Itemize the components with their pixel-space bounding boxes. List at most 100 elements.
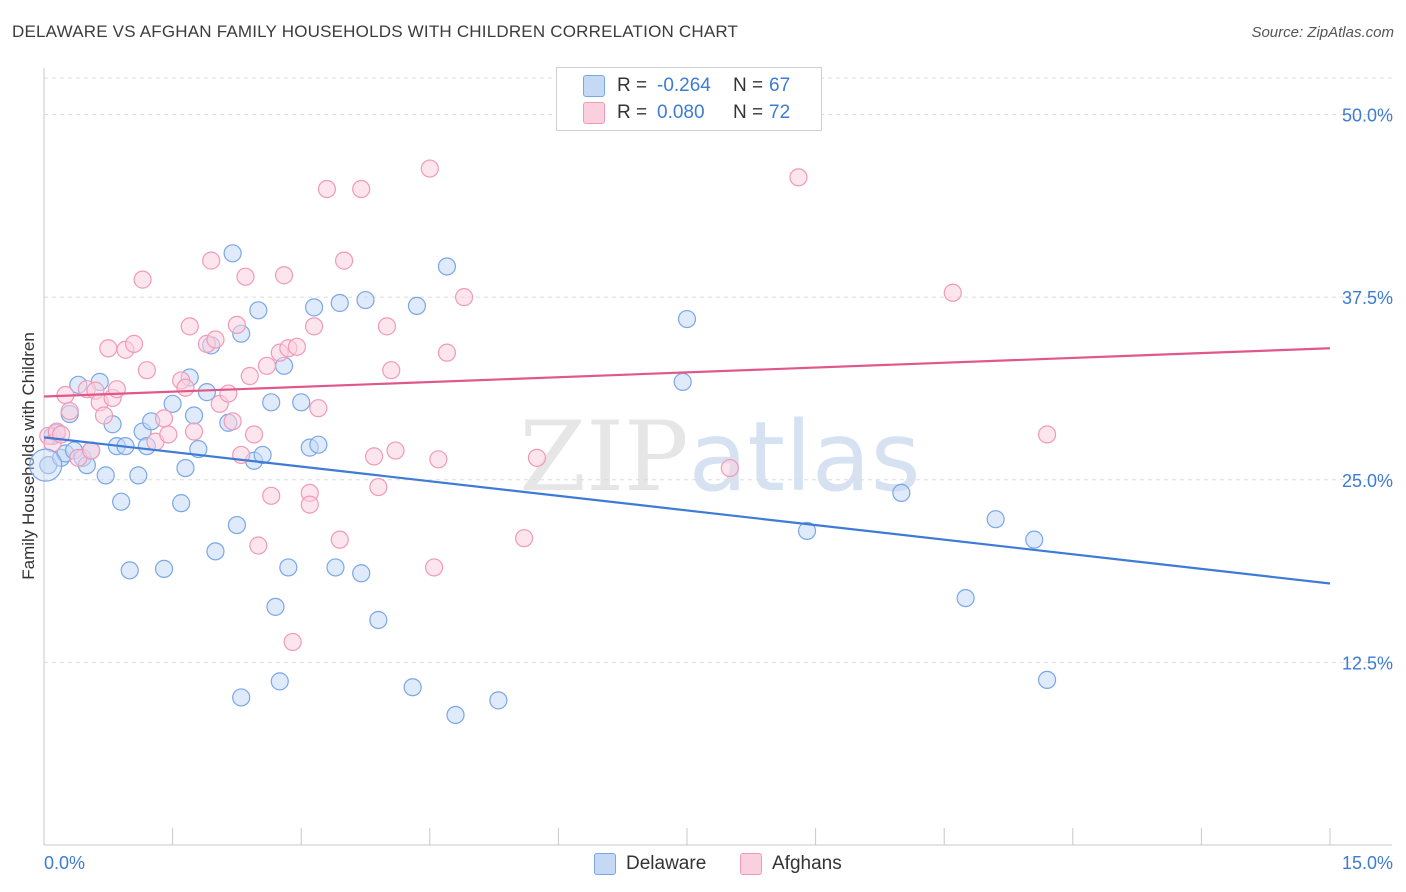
data-point-delaware xyxy=(352,564,371,583)
data-point-afghans xyxy=(330,530,349,549)
chart-source: Source: ZipAtlas.com xyxy=(1251,24,1394,41)
data-point-delaware xyxy=(172,494,191,513)
data-point-delaware xyxy=(326,558,345,577)
data-point-delaware xyxy=(437,257,457,276)
bottom-legend-swatch-afghans xyxy=(740,853,762,875)
data-point-afghans xyxy=(364,447,384,466)
series-delaware xyxy=(39,244,1057,725)
data-point-afghans xyxy=(249,536,268,555)
legend-row-delaware: R = -0.264 N = 67 xyxy=(583,73,845,99)
y-axis-label: Family Households with Children xyxy=(19,332,38,580)
correlation-legend: R = -0.264 N = 67 R = 0.080 N = 72 xyxy=(556,67,822,131)
data-point-delaware xyxy=(223,244,242,263)
data-point-delaware xyxy=(163,394,182,413)
data-point-afghans xyxy=(107,380,126,399)
bottom-legend-afghans: Afghans xyxy=(740,852,842,876)
data-point-delaware xyxy=(184,406,204,425)
data-point-delaware xyxy=(1037,670,1057,690)
data-point-delaware xyxy=(279,558,298,577)
watermark-atlas: atlas xyxy=(689,401,921,513)
legend-n-label: N = xyxy=(733,75,764,96)
data-point-afghans xyxy=(1037,425,1057,444)
data-point-afghans xyxy=(527,448,547,467)
data-point-afghans xyxy=(437,343,457,362)
bottom-legend-delaware: Delaware xyxy=(594,852,706,876)
legend-r-label: R = xyxy=(617,102,648,123)
data-point-afghans xyxy=(137,361,156,380)
x-tick-label-min: 0.0% xyxy=(44,853,85,873)
legend-n-label: N = xyxy=(733,102,764,123)
data-point-delaware xyxy=(232,688,251,707)
data-point-afghans xyxy=(287,337,307,356)
legend-swatch-delaware xyxy=(583,75,605,97)
data-point-delaware xyxy=(673,372,692,391)
data-point-afghans xyxy=(82,441,101,460)
data-point-delaware xyxy=(403,678,422,697)
data-point-afghans xyxy=(236,267,255,286)
data-point-afghans xyxy=(386,441,405,460)
data-point-delaware xyxy=(112,492,131,511)
data-point-delaware xyxy=(197,383,216,402)
data-point-delaware xyxy=(677,309,697,329)
data-point-afghans xyxy=(202,251,221,270)
data-point-afghans xyxy=(352,179,371,199)
data-point-delaware xyxy=(266,597,285,616)
y-tick-label: 37.5% xyxy=(1342,288,1393,308)
data-point-afghans xyxy=(240,366,259,386)
series-afghans xyxy=(39,159,1057,652)
data-point-afghans xyxy=(223,412,242,431)
data-point-afghans xyxy=(789,168,808,187)
data-point-afghans xyxy=(124,334,144,353)
data-point-delaware xyxy=(129,466,148,485)
data-point-afghans xyxy=(300,495,319,514)
data-point-afghans xyxy=(382,361,401,380)
data-point-delaware xyxy=(96,466,115,485)
data-point-delaware xyxy=(330,293,349,313)
data-point-afghans xyxy=(429,450,448,469)
legend-row-afghans: R = 0.080 N = 72 xyxy=(583,100,845,126)
data-point-delaware xyxy=(206,542,225,561)
data-point-delaware xyxy=(249,301,268,320)
data-point-afghans xyxy=(159,425,178,444)
data-point-delaware xyxy=(227,515,246,535)
data-point-afghans xyxy=(943,283,962,302)
y-tick-label: 50.0% xyxy=(1342,106,1393,126)
data-point-delaware xyxy=(270,672,289,691)
x-tick-label-max: 15.0% xyxy=(1342,853,1393,873)
trend-line-delaware xyxy=(43,436,1331,585)
data-point-afghans xyxy=(304,317,324,336)
data-point-afghans xyxy=(334,251,354,270)
data-point-afghans xyxy=(94,406,114,425)
data-point-delaware xyxy=(446,705,465,725)
data-point-delaware xyxy=(356,290,375,310)
bottom-legend-label-delaware: Delaware xyxy=(626,853,707,874)
y-tick-label: 12.5% xyxy=(1342,653,1393,673)
data-point-delaware xyxy=(120,561,139,580)
data-point-afghans xyxy=(99,339,118,358)
data-point-delaware xyxy=(253,445,272,465)
watermark: ZIPatlas xyxy=(519,401,920,513)
data-point-afghans xyxy=(317,179,337,199)
data-point-delaware xyxy=(304,298,324,317)
data-point-delaware xyxy=(797,521,817,540)
data-point-afghans xyxy=(262,486,281,505)
data-point-delaware xyxy=(1025,530,1044,549)
data-point-afghans xyxy=(274,266,294,285)
chart-title: DELAWARE VS AFGHAN FAMILY HOUSEHOLDS WIT… xyxy=(12,22,739,41)
data-point-delaware xyxy=(154,559,174,578)
data-point-afghans xyxy=(133,270,152,289)
legend-n-value: 67 xyxy=(769,75,791,96)
data-point-afghans xyxy=(184,422,204,441)
data-point-delaware xyxy=(262,393,281,412)
legend-swatch-afghans xyxy=(583,102,605,124)
data-point-afghans xyxy=(154,409,174,428)
legend-r-value: -0.264 xyxy=(657,75,711,96)
data-point-afghans xyxy=(244,425,264,444)
data-point-afghans xyxy=(283,632,302,652)
data-point-afghans xyxy=(369,477,388,497)
data-point-delaware-large xyxy=(29,448,63,482)
data-point-afghans xyxy=(180,317,199,336)
data-point-delaware xyxy=(369,610,388,630)
y-tick-label: 25.0% xyxy=(1342,471,1393,491)
